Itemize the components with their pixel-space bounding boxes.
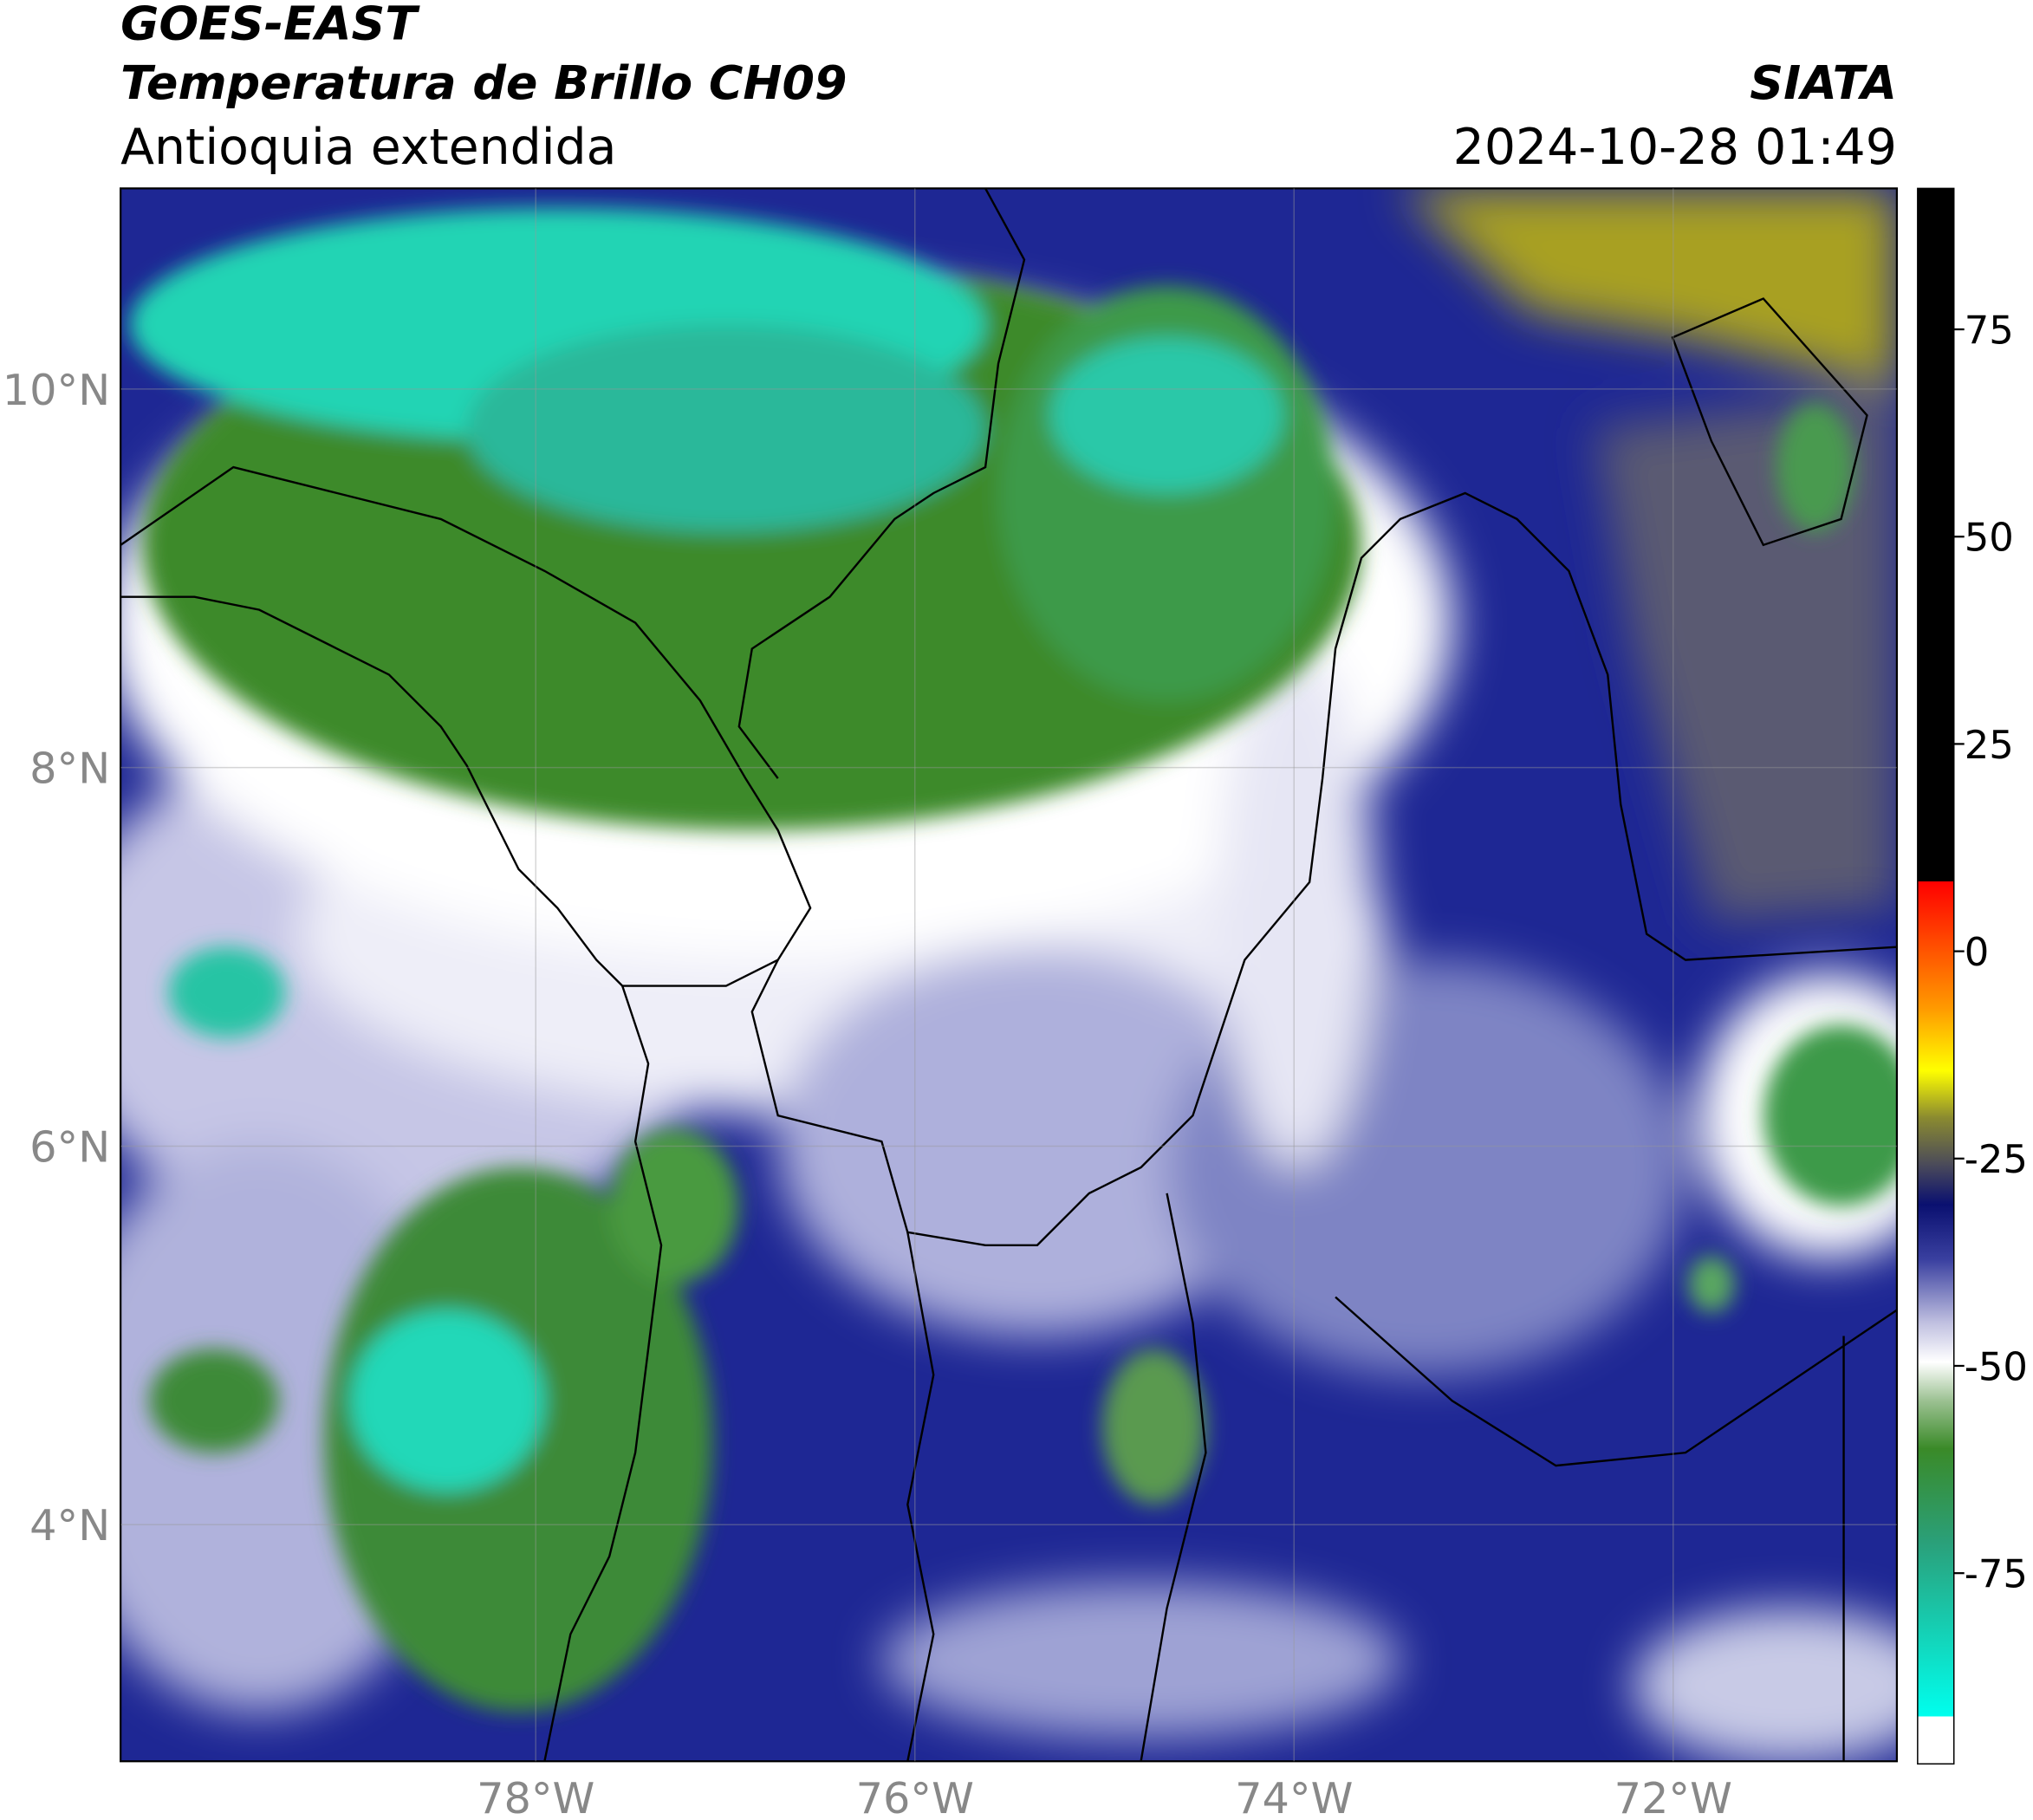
map-frame: [120, 187, 1899, 1763]
colorbar-tick-label: 75: [1965, 307, 2014, 353]
lon-tick-label: 78°W: [477, 1773, 594, 1820]
colorbar-tick-label: -50: [1965, 1343, 2028, 1389]
colorbar: [1917, 187, 1955, 1765]
lat-tick-label: 10°N: [3, 365, 110, 415]
timestamp: 2024-10-28 01:49: [1453, 119, 1897, 176]
lat-tick-label: 6°N: [29, 1121, 110, 1172]
satellite-image: [120, 188, 1897, 1762]
colorbar-tick-label: -25: [1965, 1136, 2028, 1182]
colorbar-tick-label: 50: [1965, 515, 2014, 561]
colorbar-tick-label: 25: [1965, 722, 2014, 768]
region: Antioquia extendida: [120, 119, 616, 176]
subtitle: Temperatura de Brillo CH09: [120, 55, 847, 110]
colorbar-tick-label: 0: [1965, 929, 1990, 975]
title: GOES-EAST: [120, 0, 420, 50]
lon-tick-label: 74°W: [1235, 1773, 1353, 1820]
lat-tick-label: 4°N: [29, 1500, 110, 1550]
colorbar-tick-label: -75: [1965, 1551, 2028, 1597]
lon-tick-label: 72°W: [1614, 1773, 1732, 1820]
lon-tick-label: 76°W: [856, 1773, 974, 1820]
lat-tick-label: 8°N: [29, 744, 110, 794]
source: SIATA: [1750, 55, 1897, 110]
